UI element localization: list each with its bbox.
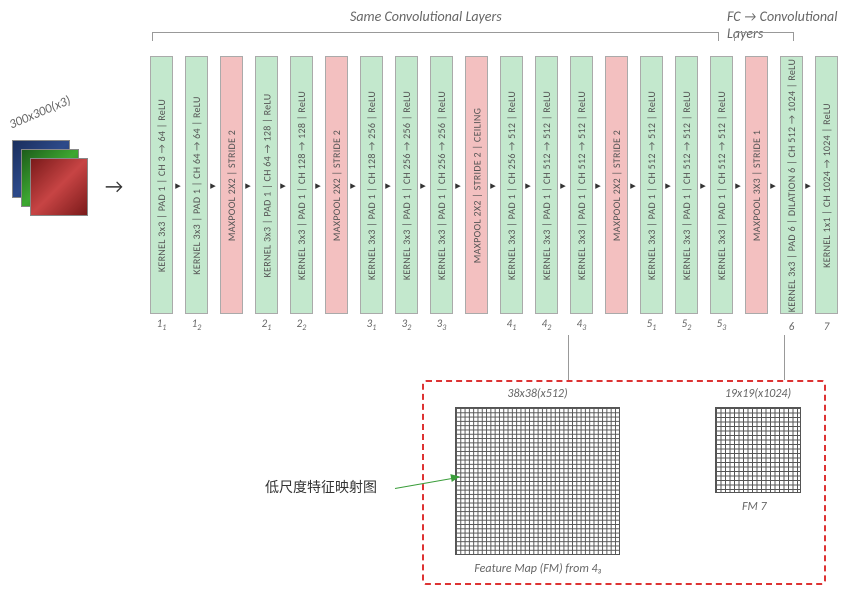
layer-arrow: ▸ [698, 56, 708, 314]
layer-text: KERNEL 3x3 | PAD 1 | CH 512 → 512 | ReLU [575, 90, 588, 279]
layer-16: KERNEL 3x3 | PAD 1 | CH 512 → 512 | ReLU… [710, 56, 733, 314]
layer-19: KERNEL 1x1 | CH 1024 → 1024 | ReLU7 [815, 56, 838, 314]
chinese-annotation: 低尺度特征映射图 [265, 477, 377, 497]
layer-arrow: ▸ [593, 56, 603, 314]
layer-arrow: ▸ [313, 56, 323, 314]
fm1-grid-inner [456, 408, 619, 554]
layer-arrow: ▸ [733, 56, 743, 314]
layer-7: KERNEL 3x3 | PAD 1 | CH 256 → 256 | ReLU… [395, 56, 418, 314]
layers-row: KERNEL 3x3 | PAD 1 | CH 3 → 64 | ReLU11▸… [150, 56, 847, 314]
layer-index: 11 [151, 317, 172, 333]
layer-6: KERNEL 3x3 | PAD 1 | CH 128 → 256 | ReLU… [360, 56, 383, 314]
layer-9: MAXPOOL 2X2 | STRIDE 2 | CEILING [465, 56, 488, 314]
bracket-fc [734, 32, 794, 40]
layer-12: KERNEL 3x3 | PAD 1 | CH 512 → 512 | ReLU… [570, 56, 593, 314]
layer-arrow: ▸ [628, 56, 638, 314]
layer-index: 21 [256, 317, 277, 333]
connector-fm2 [784, 335, 785, 380]
layer-text: KERNEL 1x1 | CH 1024 → 1024 | ReLU [820, 103, 833, 268]
layer-index: 52 [676, 317, 697, 333]
layer-arrow: ▸ [383, 56, 393, 314]
layer-arrow: ▸ [348, 56, 358, 314]
fm2-grid [715, 407, 801, 493]
layer-index: 22 [291, 317, 312, 333]
layer-index: 7 [816, 320, 837, 333]
layer-5: MAXPOOL 2X2 | STRIDE 2 [325, 56, 348, 314]
layer-text: KERNEL 3x3 | PAD 1 | CH 128 → 128 | ReLU [295, 90, 308, 279]
layer-index: 53 [711, 317, 732, 333]
layer-14: KERNEL 3x3 | PAD 1 | CH 512 → 512 | ReLU… [640, 56, 663, 314]
fm1-grid [455, 407, 620, 555]
layer-text: KERNEL 3x3 | PAD 1 | CH 512 → 512 | ReLU [540, 90, 553, 279]
layer-arrow: ▸ [558, 56, 568, 314]
layer-index: 33 [431, 317, 452, 333]
layer-text: KERNEL 3x3 | PAD 1 | CH 512 → 512 | ReLU [715, 90, 728, 279]
layer-arrow: ▸ [208, 56, 218, 314]
layer-text: KERNEL 3x3 | PAD 1 | CH 128 → 256 | ReLU [365, 90, 378, 279]
layer-index: 31 [361, 317, 382, 333]
layer-arrow: ▸ [453, 56, 463, 314]
layer-4: KERNEL 3x3 | PAD 1 | CH 128 → 128 | ReLU… [290, 56, 313, 314]
bracket-same [152, 32, 719, 40]
layer-15: KERNEL 3x3 | PAD 1 | CH 512 → 512 | ReLU… [675, 56, 698, 314]
layer-index: 43 [571, 317, 592, 333]
fm1-title: 38x38(x512) [455, 387, 620, 401]
layer-text: KERNEL 3x3 | PAD 1 | CH 3 → 64 | ReLU [155, 98, 168, 271]
fm2-grid-inner [716, 408, 800, 492]
fm1-caption: Feature Map (FM) from 4₃ [448, 562, 628, 576]
layer-index: 51 [641, 317, 662, 333]
layer-8: KERNEL 3x3 | PAD 1 | CH 256 → 256 | ReLU… [430, 56, 453, 314]
layer-arrow: ▸ [488, 56, 498, 314]
layer-text: KERNEL 3x3 | PAD 1 | CH 256 → 256 | ReLU [435, 90, 448, 279]
layer-arrow: ▸ [768, 56, 778, 314]
layer-text: MAXPOOL 3X3 | STRIDE 1 [750, 129, 763, 240]
layer-index: 42 [536, 317, 557, 333]
layer-arrow: ▸ [663, 56, 673, 314]
layer-index: 12 [186, 317, 207, 333]
layer-index: 6 [781, 320, 802, 333]
layer-text: MAXPOOL 2X2 | STRIDE 2 [330, 129, 343, 240]
input-size-label: 300x300(x3) [7, 93, 73, 132]
layer-arrow: ▸ [803, 56, 813, 314]
layer-13: MAXPOOL 2X2 | STRIDE 2 [605, 56, 628, 314]
layer-arrow: ▸ [173, 56, 183, 314]
layer-arrow: ▸ [243, 56, 253, 314]
layer-17: MAXPOOL 3X3 | STRIDE 1 [745, 56, 768, 314]
layer-text: KERNEL 3x3 | PAD 6 | DILATION 6 | CH 512… [785, 58, 798, 311]
section-label-same: Same Convolutional Layers [350, 8, 502, 25]
layer-text: KERNEL 3x3 | PAD 1 | CH 256 → 256 | ReLU [400, 90, 413, 279]
input-channel-red [30, 158, 88, 216]
layer-arrow: ▸ [523, 56, 533, 314]
layer-index: 32 [396, 317, 417, 333]
input-image-stack [12, 140, 87, 218]
input-arrow: → [105, 175, 123, 199]
layer-index: 41 [501, 317, 522, 333]
layer-3: KERNEL 3x3 | PAD 1 | CH 64 → 128 | ReLU2… [255, 56, 278, 314]
layer-0: KERNEL 3x3 | PAD 1 | CH 3 → 64 | ReLU11 [150, 56, 173, 314]
layer-arrow: ▸ [418, 56, 428, 314]
layer-1: KERNEL 3x3 | PAD 1 | CH 64 → 64 | ReLU12 [185, 56, 208, 314]
layer-arrow: ▸ [278, 56, 288, 314]
layer-2: MAXPOOL 2X2 | STRIDE 2 [220, 56, 243, 314]
connector-fm1 [568, 335, 569, 380]
layer-text: MAXPOOL 2X2 | STRIDE 2 [610, 129, 623, 240]
layer-text: MAXPOOL 2X2 | STRIDE 2 | CEILING [470, 107, 483, 263]
layer-text: KERNEL 3x3 | PAD 1 | CH 512 → 512 | ReLU [645, 90, 658, 279]
fm2-title: 19x19(x1024) [715, 387, 801, 401]
layer-11: KERNEL 3x3 | PAD 1 | CH 512 → 512 | ReLU… [535, 56, 558, 314]
layer-text: KERNEL 3x3 | PAD 1 | CH 64 → 64 | ReLU [190, 96, 203, 275]
layer-text: KERNEL 3x3 | PAD 1 | CH 64 → 128 | ReLU [260, 93, 273, 277]
layer-10: KERNEL 3x3 | PAD 1 | CH 256 → 512 | ReLU… [500, 56, 523, 314]
layer-18: KERNEL 3x3 | PAD 6 | DILATION 6 | CH 512… [780, 56, 803, 314]
layer-text: KERNEL 3x3 | PAD 1 | CH 256 → 512 | ReLU [505, 90, 518, 279]
fm2-caption: FM 7 [742, 500, 767, 514]
layer-text: KERNEL 3x3 | PAD 1 | CH 512 → 512 | ReLU [680, 90, 693, 279]
layer-text: MAXPOOL 2X2 | STRIDE 2 [225, 129, 238, 240]
